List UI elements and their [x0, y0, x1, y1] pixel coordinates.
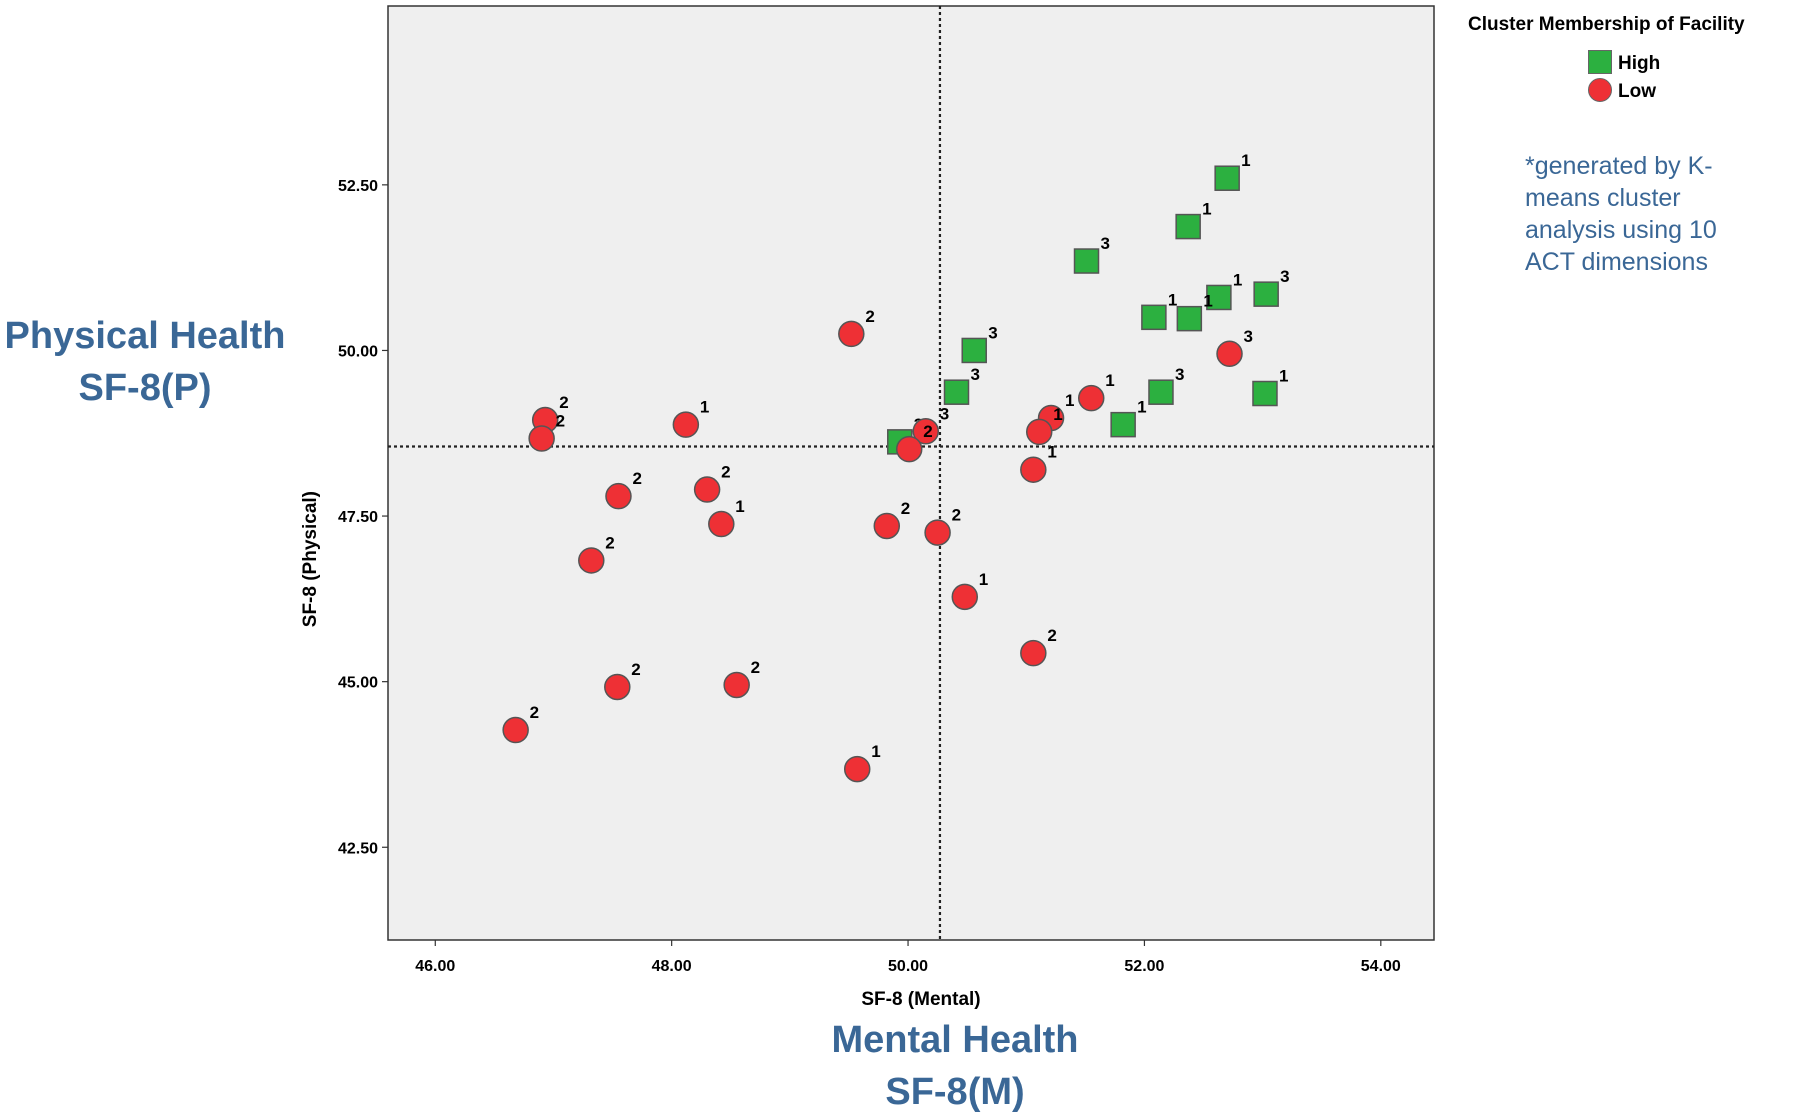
low-point — [708, 510, 735, 538]
low-point-label: 1 — [700, 398, 709, 417]
low-point-label: 1 — [871, 742, 880, 761]
high-point — [1148, 379, 1174, 405]
low-point — [578, 547, 605, 574]
low-point-label: 2 — [605, 533, 614, 552]
x-tick-label: 52.00 — [1124, 958, 1164, 975]
low-point-label: 2 — [721, 463, 730, 482]
high-point — [1175, 213, 1201, 240]
y-axis-title: SF-8 (Physical) — [300, 491, 321, 627]
high-point — [1252, 380, 1278, 407]
high-point-label: 3 — [971, 365, 980, 384]
high-point-label: 1 — [1202, 200, 1211, 219]
low-point-label: 2 — [952, 506, 961, 525]
low-point — [951, 583, 979, 611]
low-point — [843, 755, 871, 783]
y-tick-label: 50.00 — [338, 343, 378, 360]
low-point — [924, 519, 951, 546]
mental-health-line1: Mental Health — [831, 1019, 1079, 1061]
low-point — [693, 476, 721, 503]
low-point — [604, 673, 631, 701]
low-point — [723, 671, 750, 699]
high-point — [1253, 281, 1279, 307]
low-point — [1025, 418, 1053, 446]
high-point-label: 1 — [1203, 292, 1212, 311]
high-point — [961, 337, 987, 364]
plot-area — [387, 5, 1435, 941]
low-point — [1216, 340, 1243, 368]
high-point — [943, 379, 970, 405]
high-point-label: 1 — [1233, 270, 1242, 289]
low-point — [838, 320, 865, 348]
mental-health-line2: SF-8(M) — [885, 1071, 1025, 1113]
high-point — [1206, 284, 1232, 311]
low-point — [528, 425, 555, 452]
low-point — [605, 482, 632, 510]
y-tick-label: 45.00 — [338, 675, 378, 692]
low-point-label: 1 — [979, 570, 988, 589]
high-point — [1214, 165, 1240, 191]
low-point — [912, 418, 940, 445]
low-point-label: 3 — [1244, 327, 1253, 346]
high-point — [1110, 411, 1136, 438]
low-point-label: 2 — [923, 422, 932, 441]
low-point-label: 3 — [940, 404, 949, 423]
kmeans-note: *generated by K-means cluster analysis u… — [1525, 152, 1717, 276]
physical-health-label: Physical Health SF-8(P) — [0, 310, 290, 414]
low-point-label: 1 — [1053, 405, 1062, 424]
low-point-label: 2 — [751, 658, 760, 677]
x-tick-label: 46.00 — [415, 958, 455, 975]
high-point-label: 3 — [988, 323, 997, 342]
low-point-label: 2 — [556, 412, 565, 431]
physical-health-line2: SF-8(P) — [78, 367, 212, 409]
high-point — [1073, 248, 1100, 274]
legend-high-square-icon — [1588, 50, 1612, 74]
x-tick-label: 54.00 — [1361, 958, 1401, 975]
legend-low-circle-icon — [1588, 78, 1612, 102]
low-point-label: 2 — [865, 307, 874, 326]
low-point — [895, 435, 923, 463]
x-tick-label: 48.00 — [652, 958, 692, 975]
low-point — [1077, 384, 1105, 412]
x-tick-label: 50.00 — [888, 958, 928, 975]
legend-high-label: High — [1618, 53, 1661, 74]
low-point — [672, 411, 700, 438]
high-point-label: 3 — [1175, 365, 1184, 384]
high-point — [1141, 304, 1167, 331]
legend-title: Cluster Membership of Facility — [1468, 14, 1745, 35]
legend-low-label: Low — [1618, 81, 1656, 102]
mental-health-label: Mental Health SF-8(M) — [790, 1014, 1120, 1118]
low-point-label: 2 — [901, 499, 910, 518]
physical-health-line1: Physical Health — [4, 315, 286, 357]
low-point — [502, 716, 529, 744]
y-tick-label: 52.50 — [338, 178, 378, 195]
low-point — [873, 512, 901, 540]
y-tick-label: 47.50 — [338, 509, 378, 526]
low-point — [1020, 456, 1047, 483]
high-point — [1176, 305, 1203, 332]
low-point — [1020, 639, 1047, 667]
low-point-label: 2 — [632, 469, 641, 488]
low-point-label: 1 — [735, 497, 744, 516]
low-point-label: 2 — [1047, 626, 1056, 645]
high-point-label: 1 — [1168, 290, 1177, 309]
low-point-label: 2 — [631, 660, 640, 679]
high-point-label: 1 — [1279, 367, 1288, 386]
high-point-label: 1 — [1241, 151, 1250, 170]
low-point-label: 1 — [1105, 371, 1114, 390]
low-point-label: 1 — [1065, 391, 1074, 410]
low-point-label: 1 — [1047, 443, 1056, 462]
high-point-label: 3 — [1101, 234, 1110, 253]
low-point-label: 2 — [559, 393, 568, 412]
high-point-label: 1 — [1137, 398, 1146, 417]
low-point-label: 2 — [530, 703, 539, 722]
y-tick-label: 42.50 — [338, 840, 378, 857]
high-point-label: 3 — [1280, 267, 1289, 286]
x-axis-title: SF-8 (Mental) — [861, 989, 980, 1010]
